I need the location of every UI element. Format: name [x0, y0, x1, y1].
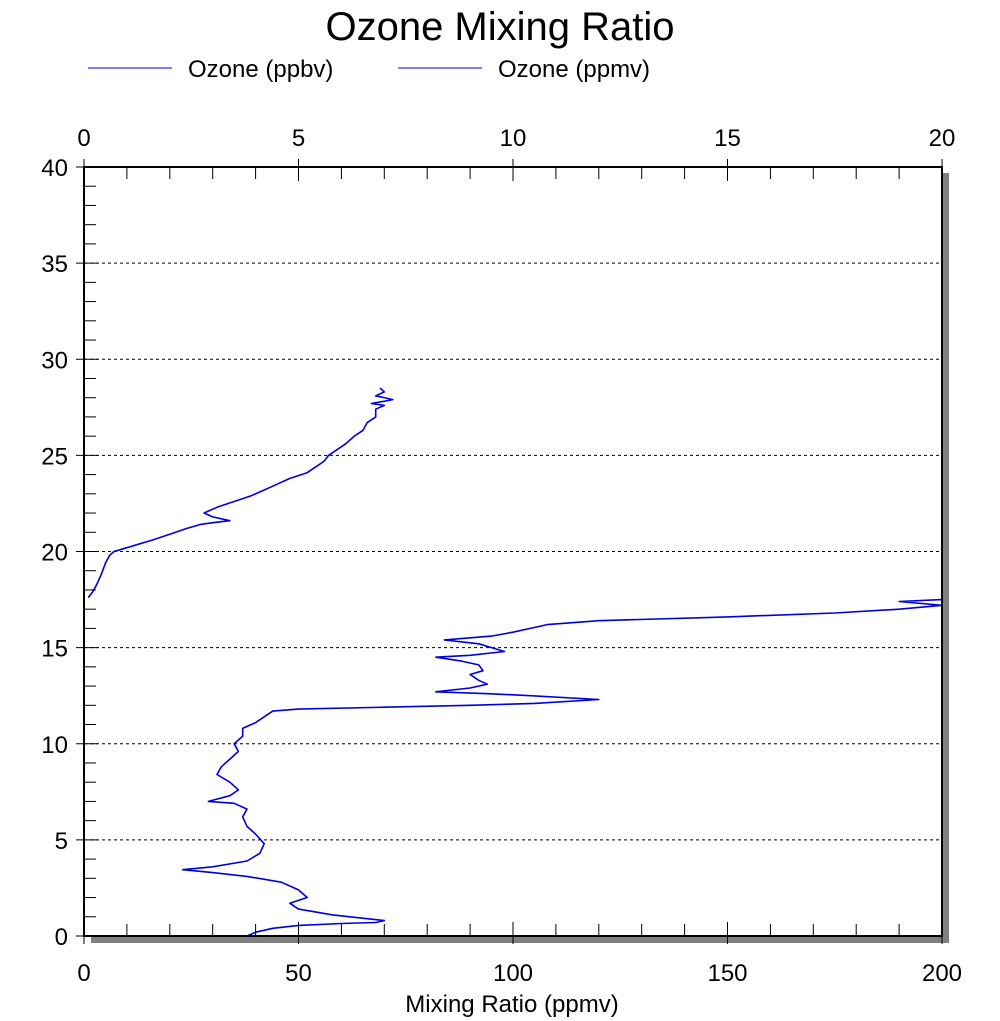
x-axis-label: Mixing Ratio (ppmv) [405, 991, 618, 1018]
y-tick-label: 30 [41, 347, 68, 374]
plot-shadow-bottom [91, 936, 949, 943]
plot-shadow-right [942, 173, 949, 943]
x-bottom-tick-label: 50 [285, 960, 312, 987]
x-bottom-tick-label: 0 [77, 960, 90, 987]
series-line-ozone-ppmv [181, 598, 943, 937]
x-top-tick-label: 0 [77, 125, 90, 152]
series-line-ozone-ppbv [87, 387, 394, 599]
y-tick-label: 35 [41, 251, 68, 278]
y-tick-label: 10 [41, 732, 68, 759]
legend: Ozone (ppbv) Ozone (ppmv) [88, 56, 650, 83]
x-top-tick-label: 5 [292, 125, 305, 152]
x-top-tick-label: 15 [714, 125, 741, 152]
grid [84, 262, 942, 841]
y-tick-label: 25 [41, 443, 68, 470]
y-tick-label: 20 [41, 540, 68, 567]
x-top-tick-label: 10 [500, 125, 527, 152]
y-tick-label: 15 [41, 636, 68, 663]
x-bottom-tick-label: 150 [707, 960, 747, 987]
series-layer [87, 387, 943, 937]
x-top-tick-label: 20 [929, 125, 956, 152]
tick-labels: 0 5 10 15 20 25 30 35 40 0 50 100 150 200 0 5 10 15 20 [41, 125, 962, 987]
legend-label-ozone-ppmv: Ozone (ppmv) [498, 56, 650, 83]
y-tick-label: 0 [55, 924, 68, 951]
legend-label-ozone-ppbv: Ozone (ppbv) [188, 56, 333, 83]
plot-shadow [91, 173, 949, 943]
plot-frame [83, 166, 943, 937]
ticks [76, 159, 943, 944]
x-bottom-tick-label: 200 [922, 960, 962, 987]
y-tick-label: 5 [55, 828, 68, 855]
x-bottom-tick-label: 100 [493, 960, 533, 987]
y-tick-label: 40 [41, 155, 68, 182]
chart-title: Ozone Mixing Ratio [325, 5, 674, 49]
